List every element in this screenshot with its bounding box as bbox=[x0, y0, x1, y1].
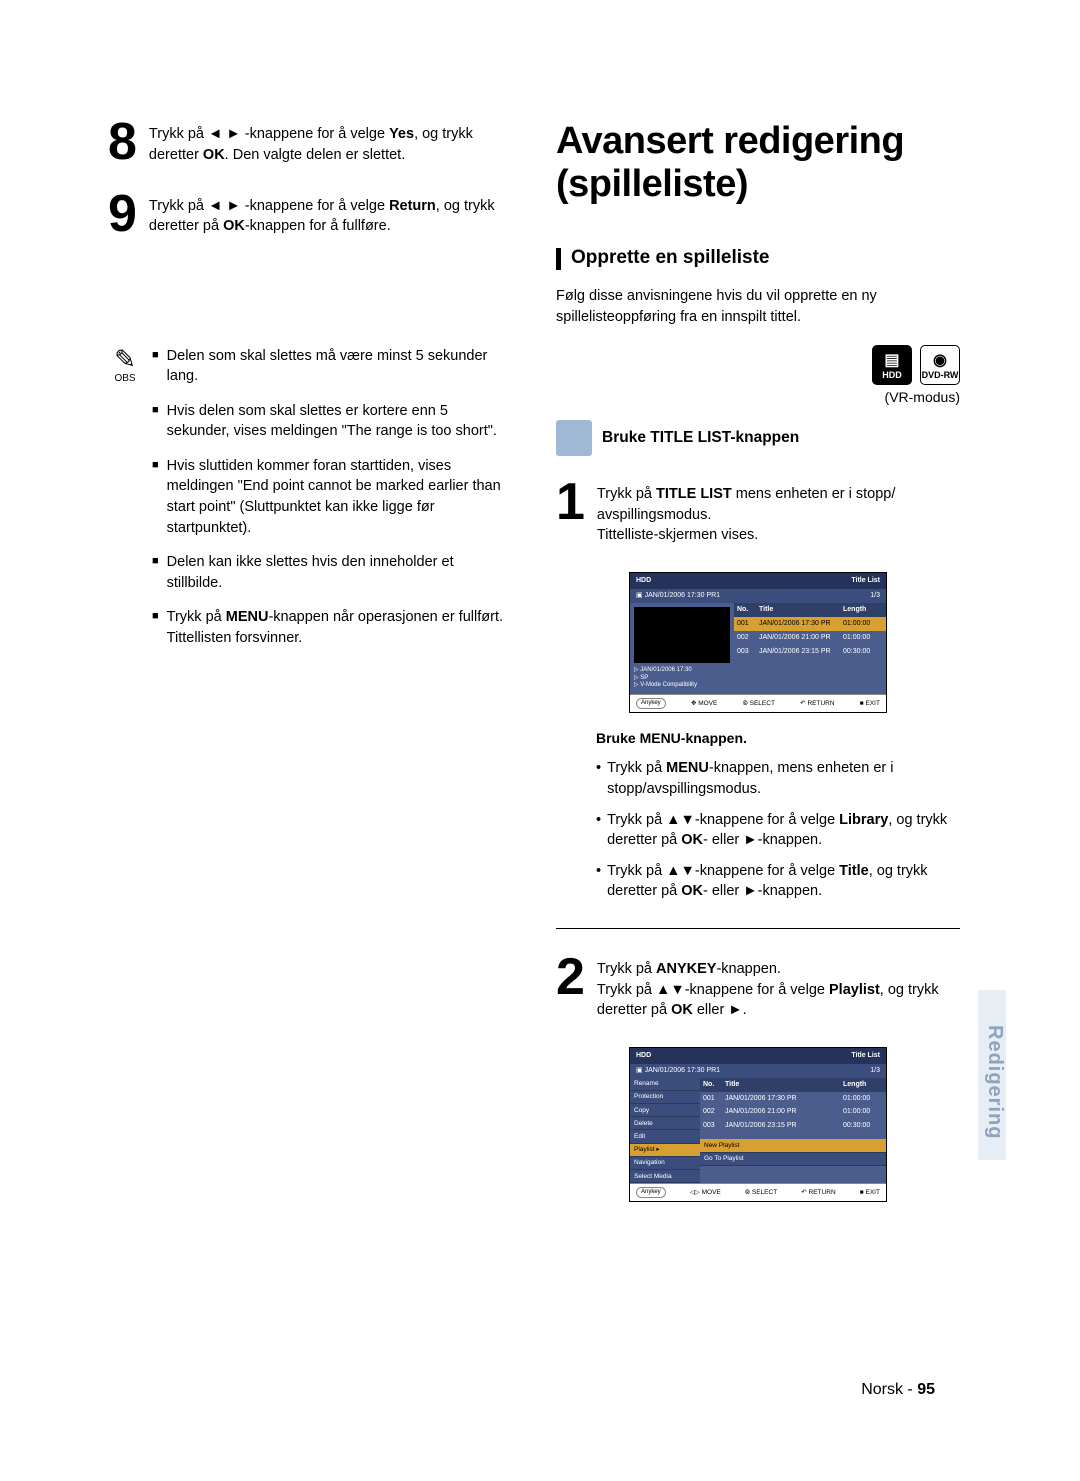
heading-bar-icon bbox=[556, 248, 561, 270]
item-text: Trykk på ▲▼-knappene for å velge Library… bbox=[607, 810, 960, 851]
step-number: 8 bbox=[108, 120, 137, 166]
step-text: Trykk på ◄ ► -knappene for å velge Retur… bbox=[149, 192, 510, 238]
main-title: Avansert redigering (spilleliste) bbox=[556, 120, 960, 205]
step-9: 9 Trykk på ◄ ► -knappene for å velge Ret… bbox=[108, 192, 510, 238]
step-text: Trykk på ◄ ► -knappene for å velge Yes, … bbox=[149, 120, 510, 166]
dvd-rw-disc-icon: ◉DVD-RW bbox=[920, 345, 960, 385]
title-list-screenshot: HDDTitle List ▣ JAN/01/2006 17:30 PR11/3… bbox=[629, 572, 887, 713]
divider bbox=[556, 928, 960, 929]
list-item: ■Hvis delen som skal slettes er kortere … bbox=[152, 401, 510, 442]
obs-note: ✎ OBS ■Delen som skal slettes må være mi… bbox=[108, 346, 510, 663]
columns: 8 Trykk på ◄ ► -knappene for å velge Yes… bbox=[108, 120, 995, 1218]
list-item: ■Hvis sluttiden kommer foran starttiden,… bbox=[152, 456, 510, 538]
footer-lang: Norsk bbox=[861, 1381, 903, 1398]
section-heading: Opprette en spilleliste bbox=[556, 245, 960, 272]
section-title: Opprette en spilleliste bbox=[571, 245, 770, 272]
obs-text: Hvis sluttiden kommer foran starttiden, … bbox=[167, 456, 510, 538]
vr-mode-label: (VR-modus) bbox=[556, 388, 960, 408]
intro-text: Følg disse anvisningene hvis du vil oppr… bbox=[556, 286, 960, 327]
list-item: •Trykk på ▲▼-knappene for å velge Title,… bbox=[596, 861, 960, 902]
step-number: 1 bbox=[556, 480, 585, 546]
item-text: Trykk på ▲▼-knappene for å velge Title, … bbox=[607, 861, 960, 902]
list-item: ■Delen kan ikke slettes hvis den innehol… bbox=[152, 552, 510, 593]
sub-subheading: Bruke MENU-knappen. bbox=[596, 729, 960, 749]
step-1: 1 Trykk på TITLE LIST mens enheten er i … bbox=[556, 480, 960, 546]
subheading-text: Bruke TITLE LIST-knappen bbox=[602, 427, 799, 449]
playlist-menu-screenshot: HDDTitle List ▣ JAN/01/2006 17:30 PR11/3… bbox=[629, 1047, 887, 1202]
page-footer: Norsk - 95 bbox=[861, 1381, 935, 1399]
step-number: 9 bbox=[108, 192, 137, 238]
page: 8 Trykk på ◄ ► -knappene for å velge Yes… bbox=[0, 0, 1080, 1481]
blue-box-icon bbox=[556, 420, 592, 456]
obs-text: Hvis delen som skal slettes er kortere e… bbox=[167, 401, 510, 442]
right-column: Avansert redigering (spilleliste) Oppret… bbox=[556, 120, 960, 1218]
left-column: 8 Trykk på ◄ ► -knappene for å velge Yes… bbox=[108, 120, 510, 1218]
list-item: •Trykk på MENU-knappen, mens enheten er … bbox=[596, 758, 960, 799]
footer-page: 95 bbox=[917, 1381, 935, 1398]
hdd-disc-icon: ▤HDD bbox=[872, 345, 912, 385]
step-text: Trykk på TITLE LIST mens enheten er i st… bbox=[597, 480, 960, 546]
step-2: 2 Trykk på ANYKEY-knappen.Trykk på ▲▼-kn… bbox=[556, 955, 960, 1021]
list-item: •Trykk på ▲▼-knappene for å velge Librar… bbox=[596, 810, 960, 851]
list-item: ■Trykk på MENU-knappen når operasjonen e… bbox=[152, 607, 510, 648]
side-tab: Redigering bbox=[978, 990, 1006, 1160]
obs-text: Delen som skal slettes må være minst 5 s… bbox=[167, 346, 510, 387]
obs-text: Trykk på MENU-knappen når operasjonen er… bbox=[167, 607, 510, 648]
list-item: ■Delen som skal slettes må være minst 5 … bbox=[152, 346, 510, 387]
obs-list: ■Delen som skal slettes må være minst 5 … bbox=[152, 346, 510, 663]
obs-icon: ✎ OBS bbox=[108, 346, 142, 663]
disc-icons: ▤HDD ◉DVD-RW bbox=[556, 345, 960, 385]
obs-label: OBS bbox=[108, 372, 142, 386]
step-number: 2 bbox=[556, 955, 585, 1021]
item-text: Trykk på MENU-knappen, mens enheten er i… bbox=[607, 758, 960, 799]
obs-text: Delen kan ikke slettes hvis den innehold… bbox=[167, 552, 510, 593]
footer-sep: - bbox=[903, 1381, 917, 1398]
subheading: Bruke TITLE LIST-knappen bbox=[556, 420, 960, 456]
menu-steps-list: •Trykk på MENU-knappen, mens enheten er … bbox=[596, 758, 960, 901]
step-text: Trykk på ANYKEY-knappen.Trykk på ▲▼-knap… bbox=[597, 955, 960, 1021]
step-8: 8 Trykk på ◄ ► -knappene for å velge Yes… bbox=[108, 120, 510, 166]
